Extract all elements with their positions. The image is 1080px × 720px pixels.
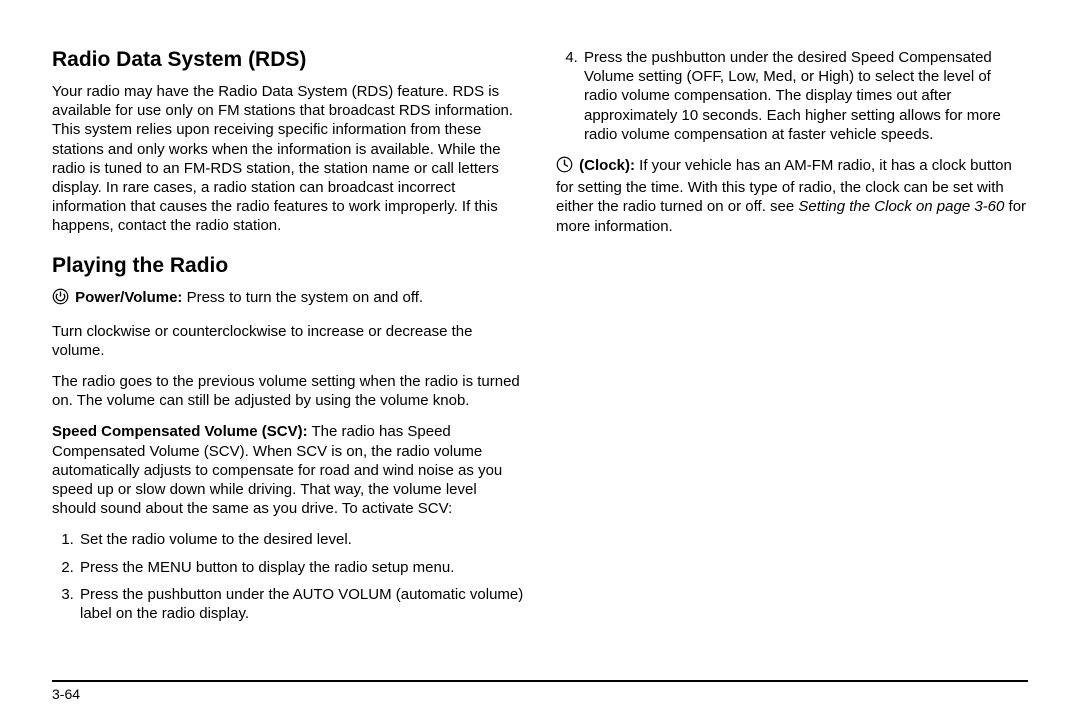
power-volume-text: Press to turn the system on and off. <box>182 289 423 306</box>
power-volume-label: Power/Volume: <box>75 289 182 306</box>
heading-rds: Radio Data System (RDS) <box>52 48 524 72</box>
scv-step: Set the radio volume to the desired leve… <box>78 530 524 549</box>
footer-rule <box>52 680 1028 682</box>
page-number: 3-64 <box>52 686 1028 702</box>
clock-reference: Setting the Clock on page 3-60 <box>798 198 1004 215</box>
scv-step: Press the pushbutton under the desired S… <box>582 48 1028 144</box>
clock-icon <box>556 156 573 178</box>
manual-page: Radio Data System (RDS) Your radio may h… <box>0 0 1080 720</box>
two-column-layout: Radio Data System (RDS) Your radio may h… <box>52 48 1028 638</box>
clock-label: (Clock): <box>579 157 635 174</box>
scv-paragraph: Speed Compensated Volume (SCV): The radi… <box>52 422 524 518</box>
scv-step: Press the pushbutton under the AUTO VOLU… <box>78 585 524 623</box>
power-icon <box>52 288 69 310</box>
power-volume-paragraph: Power/Volume: Press to turn the system o… <box>52 288 524 310</box>
scv-step: Press the MENU button to display the rad… <box>78 558 524 577</box>
clock-paragraph: (Clock): If your vehicle has an AM-FM ra… <box>556 156 1028 236</box>
previous-volume-paragraph: The radio goes to the previous volume se… <box>52 372 524 410</box>
heading-playing-radio: Playing the Radio <box>52 254 524 278</box>
scv-label: Speed Compensated Volume (SCV): <box>52 423 308 440</box>
page-footer: 3-64 <box>52 680 1028 702</box>
turn-volume-paragraph: Turn clockwise or counterclockwise to in… <box>52 322 524 360</box>
rds-paragraph: Your radio may have the Radio Data Syste… <box>52 82 524 236</box>
